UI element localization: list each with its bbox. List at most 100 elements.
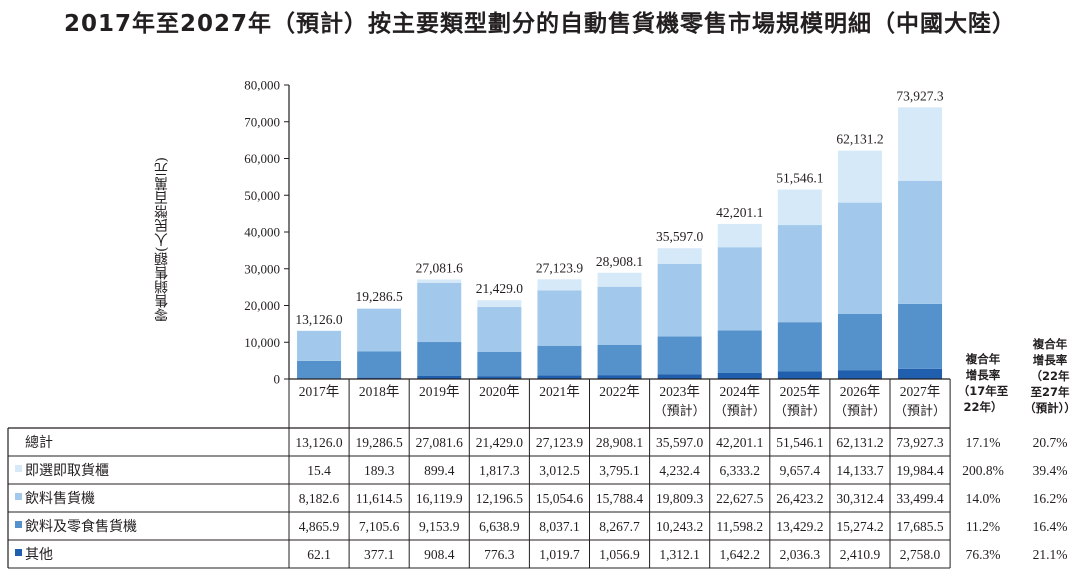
y-tick-label: 60,000: [244, 151, 280, 166]
table-cell: 27,081.6: [416, 435, 464, 450]
bar-segment-other: [837, 370, 882, 379]
bar-total-label: 27,123.9: [536, 260, 584, 275]
table-cell: 28,908.1: [596, 435, 643, 450]
table-cell: 1,817.3: [479, 463, 520, 478]
bar-segment-other: [717, 372, 762, 379]
cagr-cell: 14.0%: [966, 491, 1001, 506]
table-cell: 51,546.1: [776, 435, 823, 450]
x-category-sublabel: （預計）: [774, 403, 826, 419]
row-label: 其他: [25, 547, 53, 563]
legend-swatch: [15, 549, 22, 556]
table-cell: 189.3: [364, 463, 395, 478]
bar-segment-instant-pick: [717, 223, 762, 248]
cagr-header-line: （17年至: [958, 384, 1009, 398]
chart-title: 2017年至2027年（預計）按主要類型劃分的自動售貨機零售市場規模明細（中國大…: [63, 11, 1017, 37]
table-cell: 9,153.9: [419, 519, 460, 534]
x-category-label: 2024年: [720, 384, 761, 399]
x-category-label: 2025年: [780, 384, 821, 399]
table-cell: 1,056.9: [599, 547, 640, 562]
x-category-sublabel: （預計）: [834, 403, 886, 419]
x-category-label: 2017年: [299, 384, 340, 399]
bar-segment-beverage-snack: [657, 336, 702, 375]
x-category-label: 2018年: [359, 384, 400, 399]
table-cell: 15,274.2: [836, 519, 883, 534]
table-cell: 3,012.5: [539, 463, 580, 478]
table-cell: 9,657.4: [780, 463, 821, 478]
table-cell: 2,036.3: [780, 547, 821, 562]
bar-segment-other: [357, 377, 402, 379]
table-cell: 908.4: [424, 547, 455, 562]
table-cell: 1,312.1: [659, 547, 700, 562]
row-label: 飲料售貨機: [25, 490, 95, 507]
table-cell: 19,286.5: [356, 435, 404, 450]
table-cell: 73,927.3: [896, 435, 944, 450]
bar-segment-instant-pick: [657, 248, 702, 264]
bar-segment-instant-pick: [837, 150, 882, 203]
table-cell: 33,499.4: [896, 491, 944, 506]
bar-segment-instant-pick: [357, 308, 402, 309]
table-cell: 15,054.6: [536, 491, 584, 506]
y-tick-label: 30,000: [244, 261, 280, 276]
cagr-header-line: 至27年: [1030, 385, 1070, 399]
bar-segment-beverage: [357, 308, 402, 352]
bar-segment-beverage: [717, 247, 762, 331]
table-cell: 2,410.9: [840, 547, 881, 562]
table-cell: 13,429.2: [776, 519, 823, 534]
table-cell: 35,597.0: [656, 435, 704, 450]
bar-segment-instant-pick: [898, 107, 943, 181]
x-category-label: 2019年: [419, 384, 460, 399]
bar-segment-other: [417, 375, 462, 379]
x-category-label: 2027年: [900, 384, 941, 399]
table-cell: 1,019.7: [539, 547, 580, 562]
bar-segment-instant-pick: [597, 272, 642, 287]
cagr-header-line: （預計））: [1024, 401, 1076, 415]
table-cell: 30,312.4: [836, 491, 884, 506]
table-cell: 776.3: [484, 547, 515, 562]
table-cell: 22,627.5: [716, 491, 764, 506]
bar-segment-instant-pick: [777, 189, 822, 226]
bar-total-label: 62,131.2: [836, 132, 883, 147]
table-cell: 3,795.1: [599, 463, 640, 478]
table-cell: 899.4: [424, 463, 455, 478]
table-cell: 8,037.1: [539, 519, 580, 534]
bar-segment-other: [898, 368, 943, 379]
table-cell: 19,984.4: [896, 463, 944, 478]
x-category-label: 2023年: [659, 384, 700, 399]
bar-segment-instant-pick: [417, 279, 462, 283]
bar-segment-beverage-snack: [417, 342, 462, 376]
bar-segment-beverage: [477, 306, 522, 352]
legend-swatch: [15, 521, 22, 528]
bar-segment-beverage-snack: [357, 351, 402, 378]
x-category-label: 2020年: [479, 384, 520, 399]
table-cell: 6,333.2: [720, 463, 761, 478]
bar-segment-beverage-snack: [477, 351, 522, 377]
x-category-sublabel: （預計）: [894, 403, 946, 419]
bar-total-label: 13,126.0: [295, 312, 343, 327]
bar-segment-beverage-snack: [777, 322, 822, 372]
cagr-cell: 17.1%: [966, 435, 1001, 450]
bar-total-label: 27,081.6: [416, 260, 464, 275]
x-category-label: 2026年: [840, 384, 881, 399]
bar-segment-beverage-snack: [898, 303, 943, 369]
bar-total-label: 21,429.0: [476, 281, 524, 296]
table-cell: 4,232.4: [659, 463, 700, 478]
y-tick-label: 80,000: [244, 78, 280, 93]
legend-swatch: [15, 493, 22, 500]
table-cell: 10,243.2: [656, 519, 703, 534]
table-cell: 4,865.9: [299, 519, 340, 534]
bar-segment-beverage: [898, 180, 943, 304]
table-cell: 15.4: [307, 463, 331, 478]
bar-total-label: 28,908.1: [596, 254, 643, 269]
cagr-header-line: 複合年: [965, 352, 1001, 366]
x-category-sublabel: （預計）: [654, 403, 706, 419]
bar-segment-beverage: [657, 263, 702, 337]
table-cell: 8,182.6: [299, 491, 340, 506]
cagr-cell: 20.7%: [1033, 435, 1068, 450]
bar-segment-other: [597, 375, 642, 379]
bar-segment-other: [537, 375, 582, 379]
cagr-header-line: 增長率: [1033, 353, 1068, 367]
bar-segment-other: [477, 376, 522, 379]
bar-segment-other: [777, 371, 822, 379]
cagr-cell: 16.4%: [1033, 519, 1068, 534]
